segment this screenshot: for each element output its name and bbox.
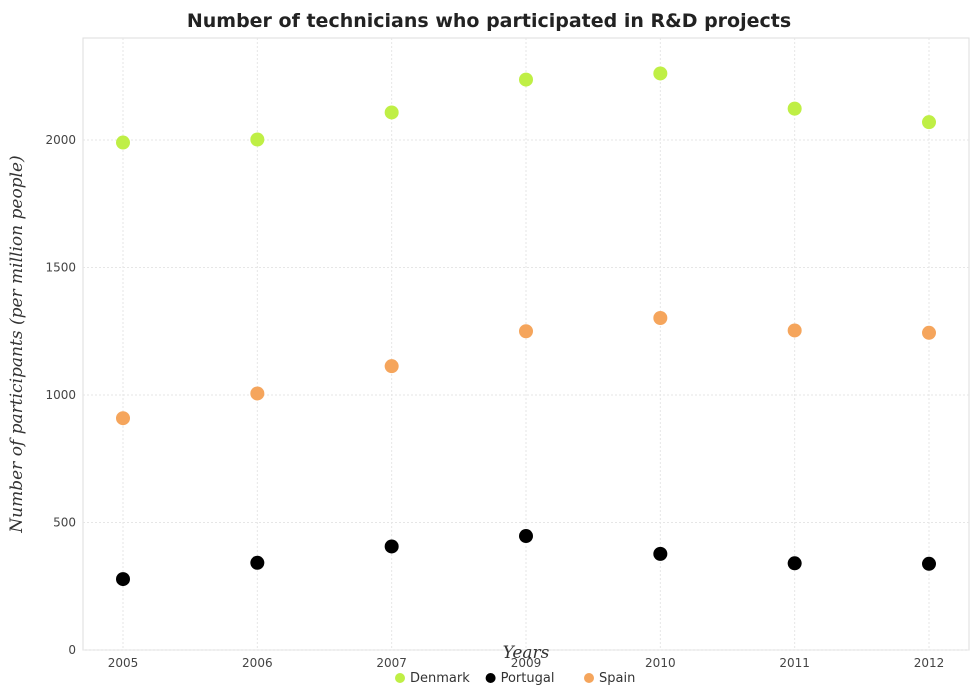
denmark-point: [250, 132, 265, 147]
denmark-point: [116, 135, 130, 150]
chart-title: Number of technicians who participated i…: [187, 10, 791, 32]
denmark-point: [519, 72, 533, 87]
x-tick-label: 2007: [376, 656, 407, 670]
y-tick-labels: 0 500 1000 1500 2000: [45, 133, 76, 657]
y-tick-label: 1000: [45, 388, 76, 402]
legend-marker-portugal: [485, 673, 496, 683]
spain-point: [116, 411, 130, 426]
spain-point: [922, 325, 936, 340]
legend-label-portugal: Portugal: [501, 671, 555, 686]
y-tick-label: 1500: [45, 261, 76, 275]
legend: Denmark Portugal Spain: [395, 671, 635, 686]
legend-marker-denmark: [395, 673, 405, 683]
legend-label-denmark: Denmark: [410, 671, 470, 686]
x-tick-label: 2011: [779, 656, 810, 670]
denmark-point: [384, 105, 399, 120]
x-tick-label: 2009: [511, 656, 542, 670]
legend-marker-spain: [584, 673, 594, 683]
denmark-point: [787, 101, 802, 116]
x-tick-label: 2012: [914, 656, 945, 670]
x-tick-labels: 2005 2006 2007 2009 2010 2011 2012: [108, 656, 945, 670]
spain-point: [787, 323, 802, 338]
spain-point: [653, 310, 668, 325]
y-tick-label: 2000: [45, 133, 76, 147]
denmark-point: [922, 115, 936, 130]
legend-label-spain: Spain: [599, 671, 635, 686]
denmark-point: [653, 66, 668, 81]
portugal-point: [250, 555, 265, 570]
spain-point: [384, 359, 399, 374]
x-tick-label: 2010: [645, 656, 676, 670]
x-axis-label: Years: [503, 643, 550, 663]
x-tick-label: 2005: [108, 656, 139, 670]
portugal-point: [384, 539, 399, 554]
portugal-point: [653, 546, 668, 561]
x-tick-label: 2006: [242, 656, 273, 670]
portugal-point: [116, 572, 130, 587]
y-axis-label: Number of participants (per million peop…: [7, 155, 27, 533]
portugal-point: [519, 529, 533, 544]
portugal-point: [787, 556, 802, 571]
spain-point: [519, 324, 533, 339]
y-tick-label: 500: [53, 516, 76, 530]
y-tick-label: 0: [68, 643, 76, 657]
data-points: [116, 66, 936, 587]
spain-point: [250, 386, 265, 401]
portugal-point: [922, 556, 936, 571]
